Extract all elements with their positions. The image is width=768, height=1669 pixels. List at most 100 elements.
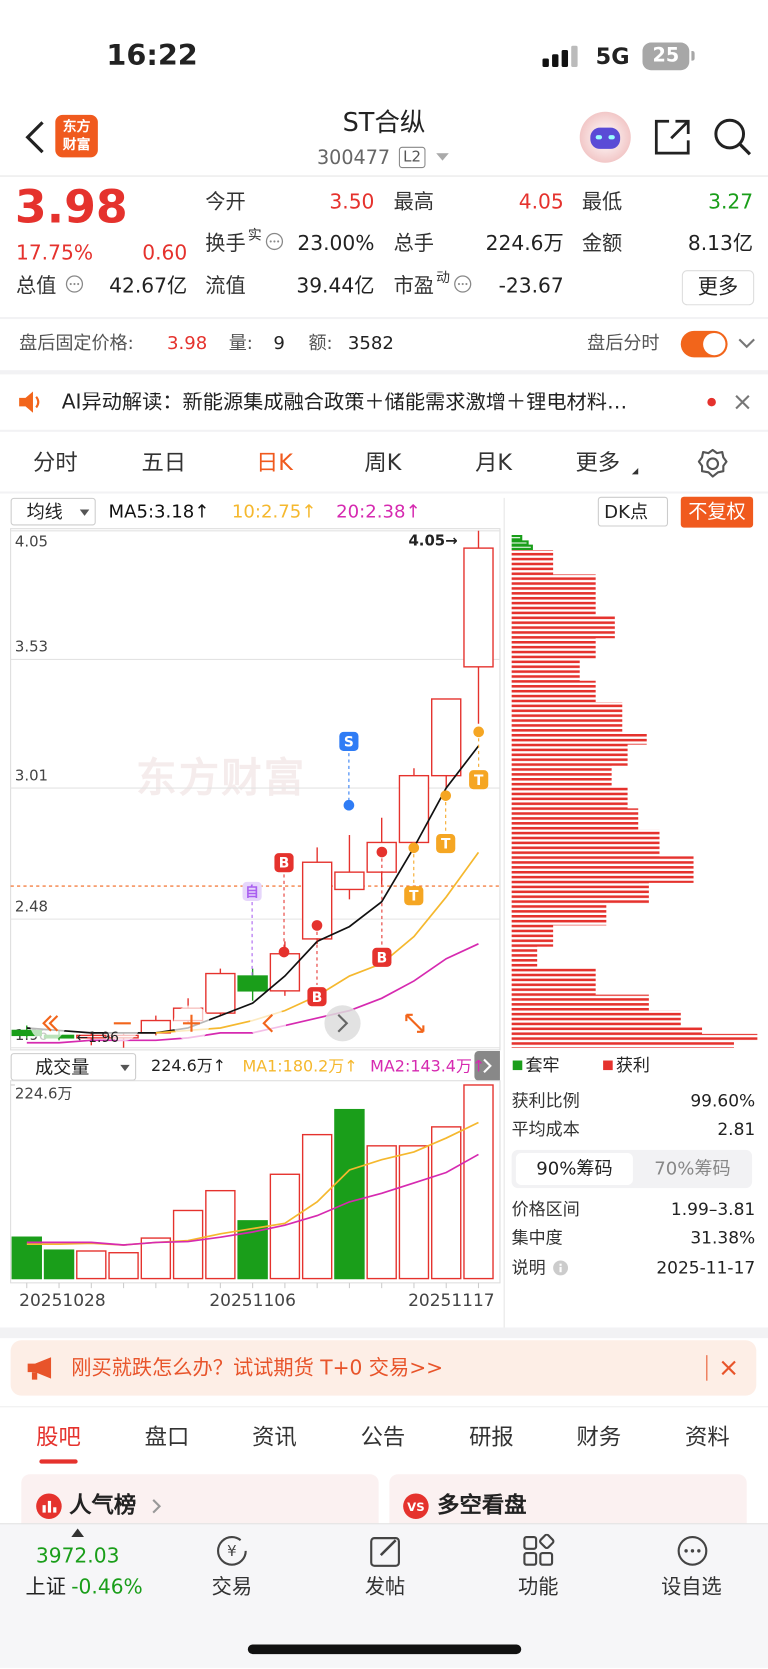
info-icon[interactable] xyxy=(65,274,84,293)
back-button[interactable] xyxy=(21,119,49,155)
adjust-button[interactable]: 不复权 xyxy=(680,496,754,528)
chip-label: 获利比例 xyxy=(511,1090,580,1111)
signal-label: T xyxy=(474,773,484,789)
content-tab[interactable]: 资讯 xyxy=(252,1424,297,1450)
divider xyxy=(706,1355,708,1381)
control-button[interactable] xyxy=(324,1005,361,1042)
promo-text[interactable]: 刚买就跌怎么办？试试期货 T+0 交易>> xyxy=(71,1356,444,1380)
signal-badge xyxy=(469,770,489,790)
chip-distribution-locked xyxy=(511,535,533,550)
nav-label[interactable]: 发帖 xyxy=(364,1575,406,1599)
divider xyxy=(0,429,768,432)
period-tab[interactable]: 更多 xyxy=(575,449,621,476)
dropdown-corner xyxy=(631,468,639,475)
post-icon[interactable] xyxy=(368,1534,404,1568)
chip-tab[interactable]: 70%筹码 xyxy=(654,1158,731,1180)
period-tab[interactable]: 周K xyxy=(364,449,402,476)
after-hours-volume: 9 xyxy=(273,332,285,355)
content-tab[interactable]: 公告 xyxy=(360,1424,406,1450)
y-tick-label: 4.05 xyxy=(15,532,48,550)
share-button[interactable] xyxy=(652,117,692,157)
function-icon[interactable] xyxy=(521,1533,557,1568)
dropdown-icon[interactable] xyxy=(436,153,449,162)
content-tab[interactable]: 资料 xyxy=(685,1424,730,1450)
field-label: 市盈 xyxy=(393,274,435,298)
volume-frame xyxy=(10,1080,501,1284)
y-tick-label: 224.6万 xyxy=(15,1085,72,1103)
volume-bar xyxy=(334,1108,365,1280)
field-label: 总手 xyxy=(393,231,435,256)
indicator-select[interactable]: 均线 xyxy=(10,497,96,526)
period-tab[interactable]: 月K xyxy=(475,449,513,476)
legend-entry: 20:2.38↑ xyxy=(336,502,420,523)
control-button[interactable] xyxy=(29,1005,66,1042)
index-value[interactable]: 3972.03 xyxy=(35,1544,120,1568)
trade-icon[interactable]: ¥ xyxy=(213,1534,251,1568)
panel-toggle[interactable] xyxy=(474,1050,500,1081)
ai-insight[interactable]: AI异动解读：新能源集成融合政策＋储能需求激增＋锂电材料… xyxy=(61,392,628,413)
info-icon[interactable] xyxy=(552,1259,569,1276)
content-tab[interactable]: 研报 xyxy=(469,1424,514,1450)
expand-icon[interactable] xyxy=(737,337,756,350)
volume-bar xyxy=(108,1252,139,1280)
promo-banner[interactable] xyxy=(10,1340,757,1396)
svg-text:VS: VS xyxy=(407,1500,424,1514)
close-button[interactable] xyxy=(734,394,751,411)
field-label: 总值 xyxy=(15,274,57,298)
chip-value: 31.38% xyxy=(690,1227,756,1248)
dk-button[interactable]: DK点 xyxy=(597,496,669,527)
volume-bar xyxy=(43,1249,75,1280)
watermark: 东方财富 xyxy=(136,754,307,801)
content-tab[interactable]: 股吧 xyxy=(36,1424,81,1450)
signal-dot xyxy=(408,842,420,854)
watchlist-icon[interactable] xyxy=(674,1534,710,1568)
icon xyxy=(337,1014,349,1033)
logo-text: 财富 xyxy=(62,137,91,154)
legend-label: 获利 xyxy=(615,1055,650,1076)
candle-body xyxy=(431,698,462,777)
info-icon[interactable] xyxy=(453,274,472,293)
signal-label: B xyxy=(312,990,323,1006)
index-name[interactable]: 上证 xyxy=(25,1575,66,1599)
toggle[interactable] xyxy=(680,330,728,358)
assistant-avatar[interactable] xyxy=(579,111,632,164)
legend-entry: MA2:143.4万↑ xyxy=(370,1056,485,1075)
candle-body xyxy=(463,547,494,668)
content-tab[interactable]: 盘口 xyxy=(144,1424,190,1450)
chip-tab-active[interactable]: 90%筹码 xyxy=(515,1153,633,1185)
index-change[interactable]: -0.46% xyxy=(71,1575,143,1599)
period-tab[interactable]: 分时 xyxy=(32,449,78,476)
more-button[interactable]: 更多 xyxy=(681,270,755,306)
after-hours-label: 额: xyxy=(308,332,333,355)
signal-badge xyxy=(436,833,456,854)
info-icon[interactable] xyxy=(265,232,284,251)
field-value: 3.27 xyxy=(708,190,754,214)
level-badge: L2 xyxy=(398,146,426,169)
candle-body xyxy=(76,1034,107,1039)
volume-bar xyxy=(431,1126,462,1280)
chip-label: 平均成本 xyxy=(511,1119,580,1140)
chip-distribution xyxy=(511,549,758,1048)
settings-button[interactable] xyxy=(697,448,729,480)
field-value: 42.67亿 xyxy=(109,274,188,298)
nav-label[interactable]: 功能 xyxy=(518,1575,559,1599)
control-button[interactable] xyxy=(249,1005,287,1042)
signal-dot xyxy=(473,726,484,738)
signal-dot xyxy=(311,920,323,931)
period-tab[interactable]: 日K xyxy=(255,449,293,476)
period-tab[interactable]: 五日 xyxy=(141,449,187,476)
candle-body xyxy=(237,975,268,992)
close-button[interactable] xyxy=(720,1359,737,1376)
search-button[interactable] xyxy=(713,117,753,157)
legend-swatch xyxy=(512,1060,523,1071)
unread-dot xyxy=(707,397,716,407)
field-label: 今开 xyxy=(205,190,246,214)
field-label: 换手 xyxy=(205,231,246,256)
field-sup: 动 xyxy=(436,270,450,287)
content-tab[interactable]: 财务 xyxy=(576,1424,622,1450)
nav-label[interactable]: 交易 xyxy=(211,1575,253,1599)
nav-label[interactable]: 设自选 xyxy=(661,1575,722,1599)
volume-current: 224.6万↑ xyxy=(151,1056,227,1076)
field-value: 3.50 xyxy=(329,190,375,214)
field-value: 4.05 xyxy=(518,190,564,214)
